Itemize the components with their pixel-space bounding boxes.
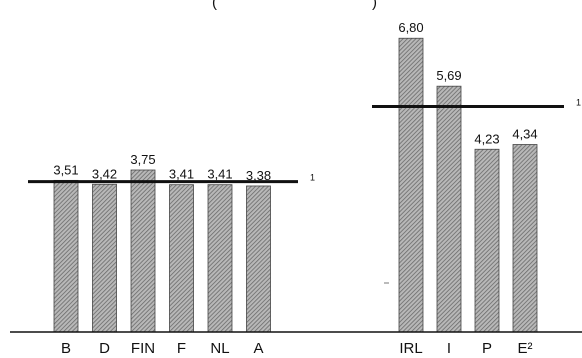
bar-b: [53, 179, 79, 333]
category-label-p: P: [482, 340, 492, 357]
value-label-a: 3,38: [246, 168, 271, 183]
bar-irl: [398, 37, 424, 333]
bar-fin: [130, 169, 156, 333]
category-label-irl: IRL: [399, 340, 422, 357]
bar-d: [92, 183, 117, 333]
reference-lines-layer: [28, 104, 564, 184]
bar-f: [169, 184, 194, 333]
value-label-e: 4,34: [512, 127, 537, 142]
value-label-p: 4,23: [474, 131, 499, 146]
category-label-b: B: [61, 340, 71, 357]
bars-layer: [53, 37, 538, 333]
reference-footnote-group-2: 1: [576, 97, 581, 107]
bar-a: [246, 185, 271, 333]
value-label-b: 3,51: [53, 162, 78, 177]
bar-nl: [207, 184, 233, 333]
bar-p: [474, 148, 500, 333]
category-label-nl: NL: [210, 340, 229, 357]
category-label-e: E²: [518, 340, 533, 357]
labels-layer: 3,51 B 3,42 D 3,75 FIN 3,41 F 3,41 NL 3,38 A 1 6,80 IR…: [53, 20, 581, 357]
value-label-i: 5,69: [436, 68, 461, 83]
value-label-f: 3,41: [169, 167, 194, 182]
bar-e: [512, 144, 538, 333]
top-cutoff-paren-right: ): [372, 0, 377, 11]
value-label-nl: 3,41: [207, 167, 232, 182]
reference-footnote-group-1: 1: [310, 173, 315, 183]
value-label-fin: 3,75: [130, 152, 155, 167]
category-label-a: A: [253, 340, 263, 357]
category-label-d: D: [99, 340, 110, 357]
category-label-i: I: [447, 340, 451, 357]
category-label-fin: FIN: [131, 340, 155, 357]
value-label-irl: 6,80: [398, 20, 423, 35]
bar-i: [436, 85, 462, 333]
category-label-f: F: [177, 340, 186, 357]
top-cutoff-paren-left: (: [212, 0, 217, 11]
value-label-d: 3,42: [92, 166, 117, 181]
